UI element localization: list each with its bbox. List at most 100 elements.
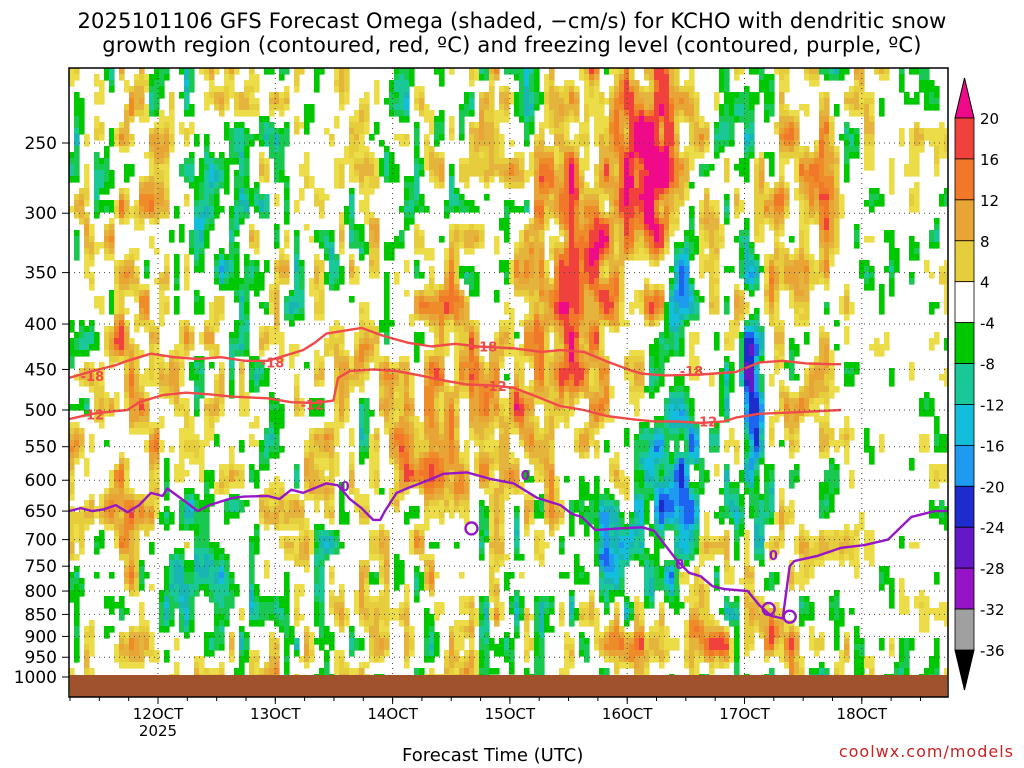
omega-cell (319, 440, 325, 447)
omega-cell (74, 602, 80, 609)
omega-cell (259, 272, 265, 279)
omega-cell (199, 362, 205, 369)
omega-cell (74, 68, 80, 75)
omega-cell (79, 380, 85, 387)
omega-cell (444, 440, 450, 447)
omega-cell (74, 200, 80, 207)
omega-cell (304, 650, 310, 657)
omega-cell (449, 662, 455, 669)
omega-cell (404, 140, 410, 147)
omega-cell (429, 506, 435, 513)
omega-cell (354, 152, 360, 159)
omega-cell (194, 260, 200, 267)
omega-cell (139, 524, 145, 531)
omega-cell (184, 320, 190, 327)
omega-cell (244, 284, 250, 291)
omega-cell (89, 338, 95, 345)
omega-cell (199, 242, 205, 249)
omega-cell (99, 182, 105, 189)
omega-cell (69, 176, 75, 183)
omega-cell (224, 134, 230, 141)
omega-cell (334, 254, 340, 261)
omega-cell (319, 554, 325, 561)
omega-cell (189, 416, 195, 423)
omega-cell (419, 272, 425, 279)
omega-cell (179, 236, 185, 243)
omega-cell (194, 656, 200, 663)
omega-cell (324, 512, 330, 519)
omega-cell (404, 404, 410, 411)
omega-cell (459, 158, 465, 165)
omega-cell (474, 74, 480, 81)
omega-cell (309, 632, 315, 639)
omega-cell (224, 80, 230, 87)
omega-cell (459, 296, 465, 303)
omega-cell (474, 68, 480, 75)
omega-cell (324, 278, 330, 285)
omega-cell (439, 518, 445, 525)
omega-cell (484, 104, 490, 111)
omega-cell (74, 656, 80, 663)
omega-cell (449, 188, 455, 195)
omega-cell (114, 470, 120, 477)
omega-cell (234, 92, 240, 99)
omega-cell (109, 218, 115, 225)
omega-cell (164, 272, 170, 279)
omega-cell (134, 512, 140, 519)
omega-cell (454, 356, 460, 363)
omega-cell (199, 518, 205, 525)
omega-cell (494, 380, 500, 387)
omega-cell (134, 404, 140, 411)
omega-cell (414, 236, 420, 243)
omega-cell (149, 470, 155, 477)
omega-cell (184, 626, 190, 633)
omega-cell (224, 602, 230, 609)
omega-cell (69, 446, 75, 453)
omega-cell (99, 542, 105, 549)
omega-cell (184, 326, 190, 333)
omega-cell (469, 236, 475, 243)
omega-cell (159, 272, 165, 279)
omega-cell (134, 320, 140, 327)
omega-cell (434, 368, 440, 375)
omega-cell (454, 188, 460, 195)
omega-cell (439, 482, 445, 489)
omega-cell (124, 368, 130, 375)
omega-cell (434, 458, 440, 465)
omega-cell (429, 650, 435, 657)
omega-cell (184, 602, 190, 609)
omega-cell (354, 224, 360, 231)
omega-cell (339, 350, 345, 357)
omega-cell (239, 404, 245, 411)
omega-cell (494, 134, 500, 141)
omega-cell (304, 518, 310, 525)
omega-cell (509, 398, 515, 405)
omega-cell (219, 386, 225, 393)
omega-cell (219, 578, 225, 585)
omega-cell (454, 662, 460, 669)
omega-cell (364, 242, 370, 249)
omega-cell (234, 332, 240, 339)
omega-cell (479, 398, 485, 405)
omega-cell (214, 614, 220, 621)
omega-cell (204, 134, 210, 141)
omega-cell (139, 650, 145, 657)
omega-cell (214, 548, 220, 555)
omega-cell (369, 464, 375, 471)
omega-cell (294, 296, 300, 303)
omega-cell (264, 494, 270, 501)
omega-cell (304, 566, 310, 573)
omega-cell (509, 404, 515, 411)
omega-cell (479, 422, 485, 429)
omega-cell (294, 596, 300, 603)
omega-cell (154, 218, 160, 225)
omega-cell (444, 212, 450, 219)
omega-cell (369, 266, 375, 273)
omega-cell (84, 164, 90, 171)
omega-cell (509, 416, 515, 423)
omega-cell (194, 386, 200, 393)
omega-cell (354, 332, 360, 339)
omega-cell (189, 374, 195, 381)
omega-cell (399, 422, 405, 429)
omega-cell (209, 80, 215, 87)
